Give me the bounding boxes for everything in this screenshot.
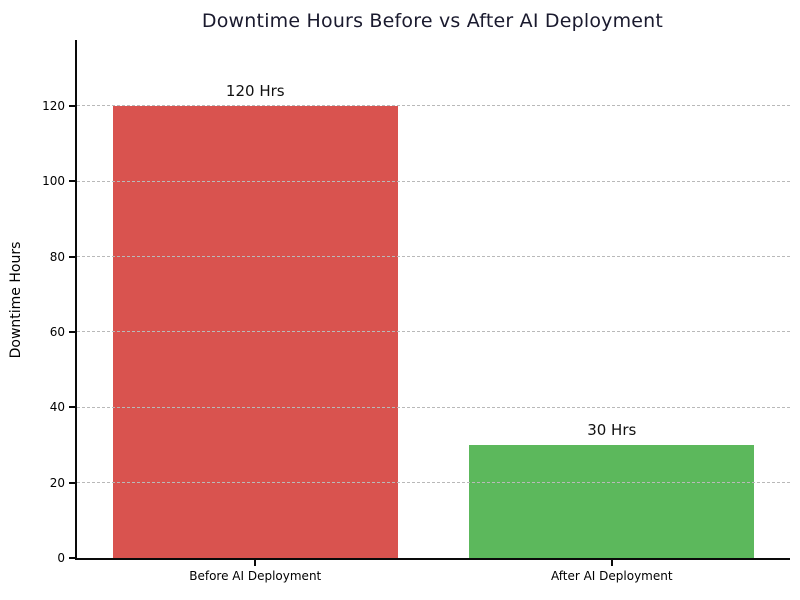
bar (469, 444, 755, 558)
y-tick-label: 100 (42, 174, 65, 189)
x-tick-mark (254, 560, 257, 566)
y-tick-mark (69, 255, 75, 258)
y-tick-label: 0 (57, 551, 65, 565)
y-tick-mark (69, 104, 75, 107)
y-gridline (77, 256, 790, 258)
y-tick-mark (69, 180, 75, 183)
y-gridline (77, 105, 790, 107)
y-gridline (77, 482, 790, 484)
y-gridline (77, 406, 790, 408)
y-tick-mark (69, 406, 75, 409)
y-tick-label: 20 (49, 475, 65, 490)
plot-area: 0 20 40 60 80 100 120 120 Hrs Before AI Deployme… (42, 40, 790, 583)
bar-value-label: 120 Hrs (225, 81, 285, 100)
chart-title: Downtime Hours Before vs After AI Deploy… (201, 10, 664, 32)
x-tick-mark (610, 560, 613, 566)
y-tick-mark (69, 557, 75, 559)
y-tick-mark (69, 481, 75, 484)
x-tick-label: Before AI Deployment (189, 569, 322, 583)
y-gridline (77, 331, 790, 333)
y-tick-label: 80 (49, 249, 65, 264)
y-tick-label: 60 (49, 324, 65, 339)
y-tick-label: 120 (42, 98, 65, 113)
bar-value-label: 30 Hrs (587, 420, 637, 439)
y-tick-label: 40 (49, 400, 65, 415)
x-tick-label: After AI Deployment (550, 569, 673, 583)
y-tick-mark (69, 330, 75, 333)
y-axis-label-text: Downtime Hours (8, 241, 24, 359)
y-gridline (77, 180, 790, 182)
